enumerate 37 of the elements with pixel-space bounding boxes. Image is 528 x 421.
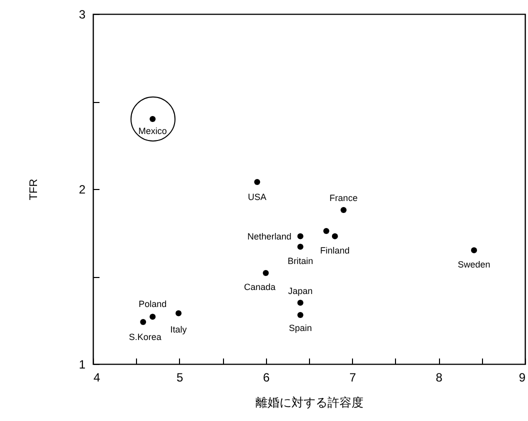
- point: [297, 244, 304, 250]
- annotation: Canada: [244, 282, 276, 292]
- annotation: USA: [248, 192, 266, 202]
- y-axis-title: TFR: [28, 178, 40, 200]
- annotation: Mexico: [138, 126, 167, 136]
- point: [471, 247, 478, 254]
- point: [176, 310, 182, 316]
- annotation: France: [330, 193, 358, 203]
- annotation: Netherland: [247, 231, 292, 242]
- x-axis-title: 離婚に対する許容度: [256, 396, 364, 410]
- point: [332, 233, 338, 240]
- annotation: S.Korea: [128, 332, 162, 342]
- point: [262, 270, 269, 276]
- x-tick-label: 7: [349, 370, 356, 384]
- annotation: Poland: [138, 298, 167, 309]
- point: [254, 179, 260, 185]
- annotation: Finland: [320, 245, 350, 256]
- x-tick-label: 4: [94, 370, 100, 384]
- x-tick-label: 6: [262, 370, 270, 384]
- point: [297, 312, 304, 318]
- y-tick-label: 3: [78, 8, 86, 22]
- point: [323, 228, 330, 234]
- y-tick-label: 2: [78, 182, 86, 196]
- annotation: Italy: [170, 324, 188, 334]
- annotation: Britain: [288, 256, 314, 266]
- x-tick-label: 9: [518, 370, 526, 384]
- point: [297, 300, 304, 306]
- point: [340, 207, 347, 213]
- annotation: Sweden: [458, 259, 490, 270]
- annotation: Spain: [288, 323, 312, 333]
- point: [140, 319, 146, 325]
- y-tick-label: 1: [78, 358, 86, 372]
- x-tick-label: 5: [176, 370, 184, 384]
- point: [150, 314, 156, 320]
- point: [297, 233, 304, 240]
- x-tick-label: 8: [436, 370, 443, 384]
- annotation: Japan: [288, 286, 313, 296]
